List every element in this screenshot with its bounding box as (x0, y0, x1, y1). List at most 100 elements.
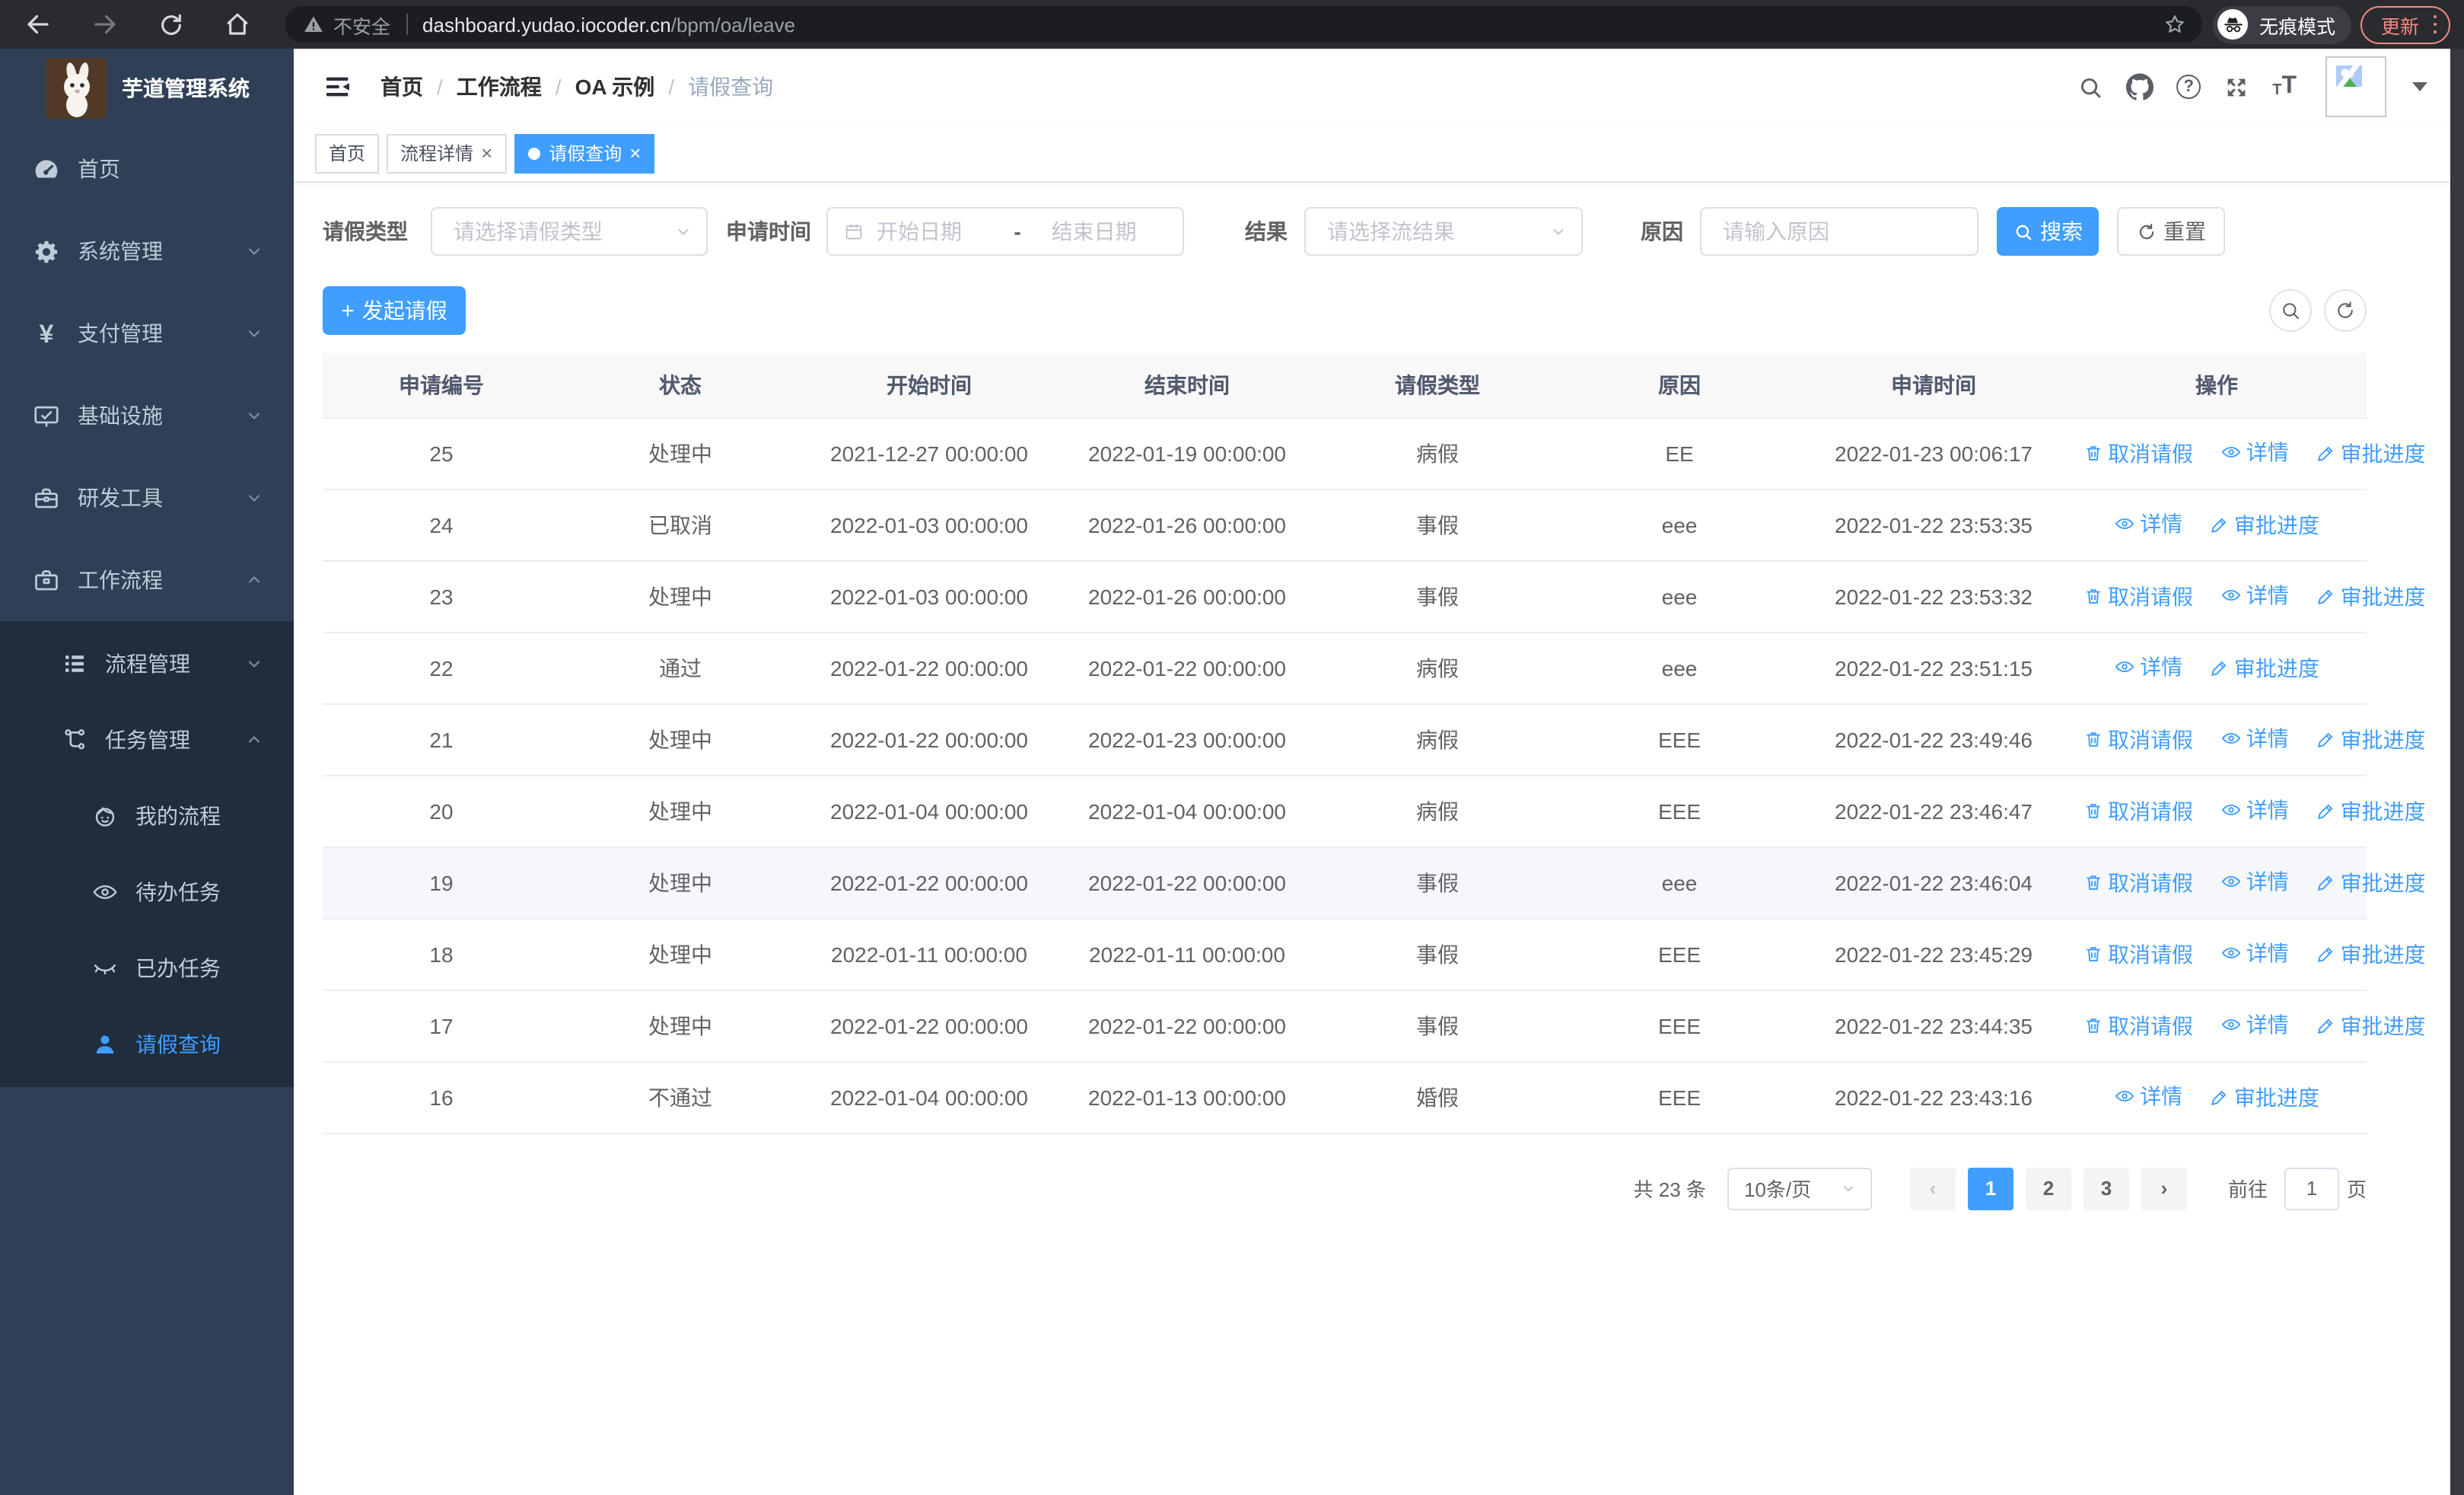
sidebar-item-process-mgmt[interactable]: 流程管理 (0, 626, 294, 702)
close-icon[interactable]: × (481, 142, 493, 164)
create-leave-button[interactable]: + 发起请假 (323, 286, 466, 335)
leave-type-select[interactable]: 请选择请假类型 (431, 207, 708, 256)
tab-home[interactable]: 首页 (315, 133, 380, 173)
sidebar-fold-icon[interactable] (323, 72, 353, 102)
refresh-table-button[interactable] (2324, 289, 2367, 332)
goto-page-input[interactable] (2284, 1167, 2339, 1210)
table-row[interactable]: 23 处理中 2022-01-03 00:00:00 2022-01-26 00… (323, 560, 2426, 633)
table-row[interactable]: 20 处理中 2022-01-04 00:00:00 2022-01-04 00… (323, 775, 2426, 847)
detail-link[interactable]: 详情 (2220, 867, 2289, 897)
tab-leave-query[interactable]: 请假查询 × (514, 133, 655, 173)
page-size-select[interactable]: 10条/页 (1727, 1167, 1872, 1210)
cancel-leave-link[interactable]: 取消请假 (2084, 438, 2193, 469)
approval-progress-link[interactable]: 审批进度 (2316, 1011, 2426, 1041)
cancel-leave-link[interactable]: 取消请假 (2084, 939, 2193, 970)
approval-progress-link[interactable]: 审批进度 (2316, 438, 2426, 469)
page-button-2[interactable]: 2 (2025, 1167, 2071, 1210)
avatar[interactable] (2326, 56, 2386, 117)
sidebar-item-label: 任务管理 (105, 728, 190, 752)
bookmark-star-icon[interactable] (2163, 12, 2188, 37)
sidebar-item-leave-query[interactable]: 请假查询 (0, 1006, 294, 1082)
browser-menu-icon[interactable] (2433, 14, 2437, 34)
approval-progress-link[interactable]: 审批进度 (2210, 653, 2319, 684)
page-button-1[interactable]: 1 (1967, 1167, 2014, 1210)
next-page-button[interactable]: › (2141, 1167, 2187, 1210)
reason-input[interactable]: 请输入原因 (1700, 207, 1979, 256)
sidebar-item-task-mgmt[interactable]: 任务管理 (0, 702, 294, 778)
cancel-leave-link[interactable]: 取消请假 (2084, 582, 2193, 612)
table-row[interactable]: 24 已取消 2022-01-03 00:00:00 2022-01-26 00… (323, 489, 2367, 561)
sidebar-item-home[interactable]: 首页 (0, 128, 294, 210)
detail-link[interactable]: 详情 (2220, 581, 2289, 611)
sidebar-item-devtools[interactable]: 研发工具 (0, 457, 294, 539)
table-row[interactable]: 17 处理中 2022-01-22 00:00:00 2022-01-22 00… (323, 990, 2426, 1062)
trash-icon (2087, 732, 2100, 748)
sidebar-item-infra[interactable]: 基础设施 (0, 375, 294, 457)
close-icon[interactable]: × (629, 142, 641, 164)
approval-progress-link[interactable]: 审批进度 (2316, 582, 2426, 612)
table-row[interactable]: 22 通过 2022-01-22 00:00:00 2022-01-22 00:… (323, 632, 2367, 704)
cancel-leave-link[interactable]: 取消请假 (2084, 1011, 2193, 1041)
url-bar[interactable]: 不安全 dashboard.yudao.iocoder.cn/bpm/oa/le… (285, 6, 2203, 43)
page-button-3[interactable]: 3 (2083, 1167, 2129, 1210)
detail-link[interactable]: 详情 (2220, 795, 2289, 826)
approval-progress-link[interactable]: 审批进度 (2316, 868, 2426, 898)
cancel-leave-link[interactable]: 取消请假 (2084, 725, 2193, 755)
sidebar-item-todo-tasks[interactable]: 待办任务 (0, 854, 294, 930)
sidebar-item-system[interactable]: 系统管理 (0, 210, 294, 292)
detail-link[interactable]: 详情 (2220, 939, 2289, 969)
detail-link[interactable]: 详情 (2220, 438, 2289, 468)
detail-link[interactable]: 详情 (2220, 1010, 2289, 1041)
cell-status: 处理中 (560, 560, 801, 633)
cancel-leave-link[interactable]: 取消请假 (2084, 796, 2193, 827)
reset-button[interactable]: 重置 (2117, 207, 2225, 256)
sidebar-item-my-process[interactable]: 我的流程 (0, 778, 294, 854)
approval-progress-link[interactable]: 审批进度 (2316, 939, 2426, 970)
reload-icon[interactable] (158, 11, 184, 37)
approval-progress-label: 审批进度 (2233, 1085, 2319, 1110)
breadcrumb-workflow[interactable]: 工作流程 (456, 75, 542, 99)
avatar-caret-icon[interactable] (2412, 82, 2427, 91)
github-icon[interactable] (2126, 73, 2154, 100)
detail-link[interactable]: 详情 (2114, 1082, 2182, 1112)
table-row[interactable]: 25 处理中 2021-12-27 00:00:00 2022-01-19 00… (323, 417, 2426, 489)
detail-link[interactable]: 详情 (2220, 724, 2289, 754)
search-icon[interactable] (2077, 74, 2103, 100)
detail-link[interactable]: 详情 (2114, 509, 2182, 540)
approval-progress-link[interactable]: 审批进度 (2316, 796, 2426, 827)
browser-scrollbar[interactable] (2450, 49, 2464, 1495)
back-icon[interactable] (24, 11, 52, 38)
table-row[interactable]: 16 不通过 2022-01-04 00:00:00 2022-01-13 00… (323, 1061, 2367, 1133)
table-row[interactable]: 19 处理中 2022-01-22 00:00:00 2022-01-22 00… (323, 846, 2426, 919)
url-text[interactable]: dashboard.yudao.iocoder.cn/bpm/oa/leave (422, 13, 795, 36)
sidebar-item-done-tasks[interactable]: 已办任务 (0, 930, 294, 1006)
approval-progress-link[interactable]: 审批进度 (2210, 510, 2319, 540)
fullscreen-icon[interactable] (2224, 74, 2249, 100)
show-search-toggle-button[interactable] (2269, 289, 2312, 332)
site-security[interactable]: 不安全 (303, 10, 390, 39)
approval-progress-link[interactable]: 审批进度 (2210, 1082, 2319, 1113)
app-logo-row[interactable]: 芋道管理系统 (0, 49, 294, 128)
breadcrumb-oa-example[interactable]: OA 示例 (575, 75, 655, 99)
table-row[interactable]: 21 处理中 2022-01-22 00:00:00 2022-01-23 00… (323, 703, 2426, 776)
start-date-placeholder[interactable]: 开始日期 (877, 219, 962, 244)
approval-progress-link[interactable]: 审批进度 (2316, 725, 2426, 755)
end-date-placeholder[interactable]: 结束日期 (1051, 219, 1137, 244)
reason-label: 原因 (1641, 219, 1683, 244)
forward-icon[interactable] (91, 11, 119, 38)
breadcrumb-home[interactable]: 首页 (380, 75, 423, 99)
result-select[interactable]: 请选择流结果 (1304, 207, 1583, 256)
sidebar-item-workflow[interactable]: 工作流程 (0, 539, 294, 621)
update-button[interactable]: 更新 (2361, 5, 2450, 43)
sidebar-item-payment[interactable]: ¥ 支付管理 (0, 292, 294, 375)
help-icon[interactable]: ? (2176, 75, 2201, 99)
tab-process-detail[interactable]: 流程详情 × (387, 133, 507, 173)
search-button[interactable]: 搜索 (1997, 207, 2099, 256)
detail-link[interactable]: 详情 (2114, 652, 2182, 683)
cancel-leave-link[interactable]: 取消请假 (2084, 868, 2193, 898)
apply-time-range-picker[interactable]: 开始日期 - 结束日期 (826, 207, 1184, 256)
home-icon[interactable] (224, 11, 251, 38)
table-row[interactable]: 18 处理中 2022-01-11 00:00:00 2022-01-11 00… (323, 918, 2426, 990)
prev-page-button[interactable]: ‹ (1909, 1167, 1956, 1210)
